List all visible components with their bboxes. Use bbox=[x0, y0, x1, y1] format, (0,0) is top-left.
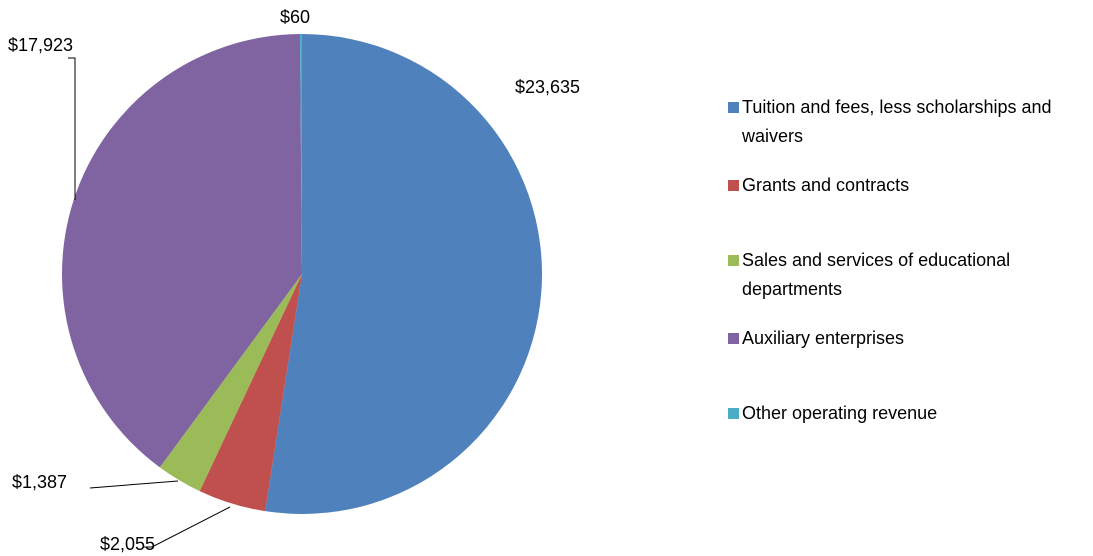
leader-line bbox=[143, 506, 231, 548]
data-label: $17,923 bbox=[8, 35, 73, 55]
legend-label: Sales and services of educational depart… bbox=[742, 250, 1011, 299]
legend-swatch bbox=[728, 255, 739, 266]
leader-line bbox=[68, 57, 76, 200]
legend-swatch bbox=[728, 408, 739, 419]
legend-swatch bbox=[728, 180, 739, 191]
data-label: $60 bbox=[280, 7, 310, 27]
data-label: $2,055 bbox=[100, 534, 155, 554]
pie-slice bbox=[159, 274, 302, 492]
legend-label: Other operating revenue bbox=[742, 403, 938, 423]
legend-label: Grants and contracts bbox=[742, 175, 910, 195]
legend-label: Tuition and fees, less scholarships and … bbox=[742, 97, 1052, 146]
pie-slice bbox=[265, 34, 542, 514]
leader-line bbox=[89, 480, 179, 489]
data-label: $1,387 bbox=[12, 472, 67, 492]
legend-swatch bbox=[728, 333, 739, 344]
pie-slice bbox=[299, 34, 302, 274]
legend-swatch bbox=[728, 102, 739, 113]
data-label: $23,635 bbox=[515, 77, 580, 97]
legend-label: Auxiliary enterprises bbox=[742, 328, 905, 348]
pie-slice bbox=[199, 274, 302, 512]
pie-slice bbox=[62, 34, 303, 468]
